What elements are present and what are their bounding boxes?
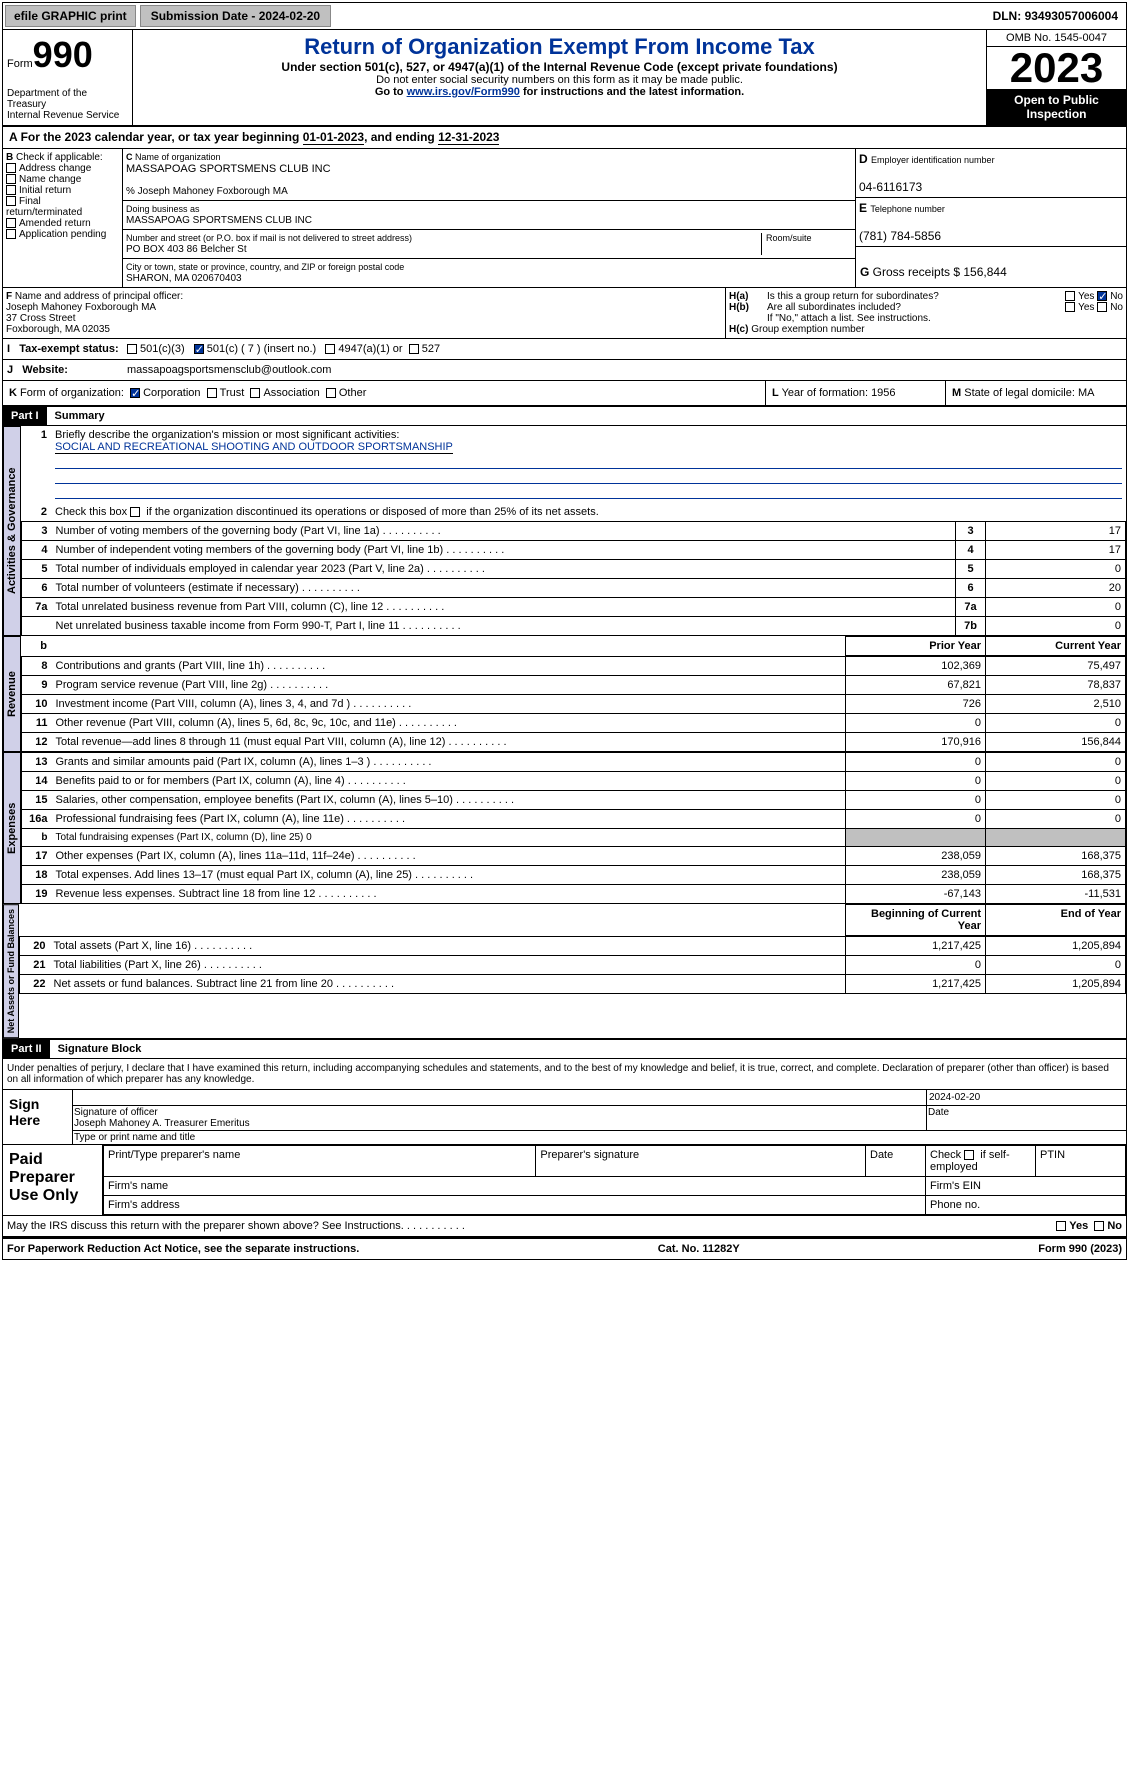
activities-governance-label: Activities & Governance	[3, 426, 21, 636]
line-a: A For the 2023 calendar year, or tax yea…	[3, 127, 1126, 149]
declaration: Under penalties of perjury, I declare th…	[3, 1059, 1126, 1089]
part1-header: Part ISummary	[3, 407, 1126, 426]
checkbox-icon[interactable]	[6, 185, 16, 195]
street-address: PO BOX 403 86 Belcher St	[126, 244, 247, 255]
line-klm: K Form of organization: Corporation Trus…	[3, 381, 1126, 407]
tax-year: 2023	[987, 47, 1126, 89]
form-990-page: efile GRAPHIC print Submission Date - 20…	[2, 2, 1127, 1260]
form-number: Form990	[7, 34, 128, 76]
box-h: H(a)Is this a group return for subordina…	[726, 288, 1126, 338]
discuss-row: May the IRS discuss this return with the…	[3, 1216, 1126, 1237]
expenses-label: Expenses	[3, 752, 21, 904]
net-assets-label: Net Assets or Fund Balances	[3, 904, 19, 1038]
box-b: B Check if applicable: Address change Na…	[3, 149, 123, 287]
line-i: I Tax-exempt status: 501(c)(3) 501(c) ( …	[3, 339, 1126, 360]
mission: SOCIAL AND RECREATIONAL SHOOTING AND OUT…	[55, 441, 453, 454]
gross-receipts: 156,844	[963, 265, 1006, 279]
public-inspection: Open to Public Inspection	[987, 89, 1126, 125]
page-footer: For Paperwork Reduction Act Notice, see …	[3, 1237, 1126, 1259]
form-title: Return of Organization Exempt From Incom…	[137, 34, 982, 60]
revenue-label: Revenue	[3, 636, 21, 752]
box-f: F Name and address of principal officer:…	[3, 288, 726, 338]
dept-treasury: Department of the Treasury Internal Reve…	[7, 88, 128, 121]
part1-body: Activities & Governance 1Briefly describ…	[3, 426, 1126, 636]
checkbox-icon[interactable]	[409, 344, 419, 354]
checkbox-icon[interactable]	[1097, 302, 1107, 312]
dba: MASSAPOAG SPORTSMENS CLUB INC	[126, 215, 312, 226]
dln: DLN: 93493057006004	[985, 6, 1126, 26]
efile-print-button[interactable]: efile GRAPHIC print	[5, 5, 136, 27]
checkbox-icon[interactable]	[6, 174, 16, 184]
form-header: Form990 Department of the Treasury Inter…	[3, 30, 1126, 127]
phone: (781) 784-5856	[859, 229, 941, 243]
form-subtitle: Under section 501(c), 527, or 4947(a)(1)…	[137, 60, 982, 74]
checkbox-icon[interactable]	[6, 163, 16, 173]
checkbox-checked-icon[interactable]	[130, 388, 140, 398]
checkbox-icon[interactable]	[325, 344, 335, 354]
box-c: C Name of organizationMASSAPOAG SPORTSME…	[123, 149, 856, 287]
paid-preparer: Paid Preparer Use Only Print/Type prepar…	[3, 1145, 1126, 1216]
sign-here: Sign Here 2024-02-20 Signature of office…	[3, 1089, 1126, 1145]
checkbox-icon[interactable]	[964, 1150, 974, 1160]
checkbox-icon[interactable]	[6, 196, 16, 206]
checkbox-icon[interactable]	[130, 507, 140, 517]
irs-link[interactable]: www.irs.gov/Form990	[407, 86, 520, 98]
box-deg: D Employer identification number04-61161…	[856, 149, 1126, 287]
officer-name: Joseph Mahoney A. Treasurer Emeritus	[74, 1118, 250, 1129]
checkbox-icon[interactable]	[250, 388, 260, 398]
website: massapoagsportsmensclub@outlook.com	[127, 364, 331, 376]
ssn-note: Do not enter social security numbers on …	[137, 74, 982, 86]
checkbox-icon[interactable]	[1065, 302, 1075, 312]
checkbox-icon[interactable]	[1065, 291, 1075, 301]
submission-date: Submission Date - 2024-02-20	[140, 5, 331, 27]
checkbox-icon[interactable]	[326, 388, 336, 398]
line-j: J Website: massapoagsportsmensclub@outlo…	[3, 360, 1126, 381]
checkbox-checked-icon[interactable]	[1097, 291, 1107, 301]
checkbox-icon[interactable]	[207, 388, 217, 398]
goto-note: Go to www.irs.gov/Form990 for instructio…	[137, 86, 982, 98]
ein: 04-6116173	[859, 180, 922, 194]
checkbox-icon[interactable]	[127, 344, 137, 354]
checkbox-icon[interactable]	[1094, 1221, 1104, 1231]
org-name: MASSAPOAG SPORTSMENS CLUB INC	[126, 163, 331, 175]
top-bar: efile GRAPHIC print Submission Date - 20…	[3, 3, 1126, 30]
city-state-zip: SHARON, MA 020670403	[126, 273, 242, 284]
checkbox-icon[interactable]	[6, 218, 16, 228]
checkbox-checked-icon[interactable]	[194, 344, 204, 354]
checkbox-icon[interactable]	[1056, 1221, 1066, 1231]
checkbox-icon[interactable]	[6, 229, 16, 239]
part2-header: Part IISignature Block	[3, 1040, 1126, 1059]
